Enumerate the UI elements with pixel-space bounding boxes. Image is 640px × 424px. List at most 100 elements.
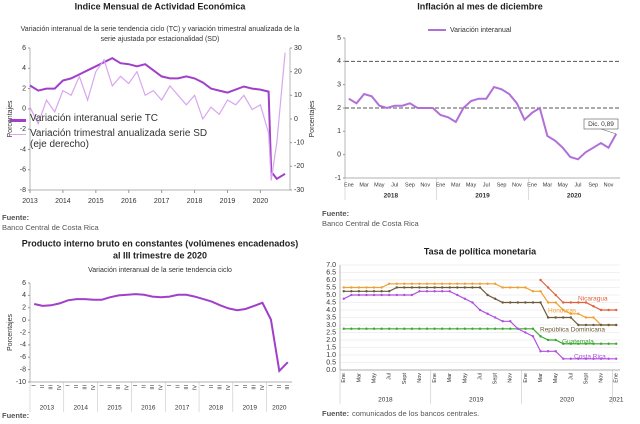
legend-label: Variación interanual (450, 27, 512, 34)
x-tick-label: Sept (493, 373, 499, 385)
point (554, 316, 557, 319)
y-tick-label: 1.0 (326, 352, 336, 359)
y-tick-label: 2 (22, 305, 26, 312)
point (440, 286, 444, 289)
x-group-label: 2019 (475, 193, 490, 200)
point (440, 290, 444, 293)
point (471, 282, 474, 285)
point (410, 282, 414, 285)
point (478, 282, 482, 285)
y2-tick-label: 10 (294, 92, 302, 99)
point (350, 293, 353, 297)
x-tick-label: May (462, 373, 468, 384)
point (387, 327, 391, 330)
source-label: Fuente: (322, 209, 349, 218)
point (425, 282, 429, 285)
x-tick-label: IV (192, 385, 198, 391)
x-tick-label: Mar (359, 182, 369, 188)
point (357, 293, 361, 297)
x-tick-label: May (372, 373, 378, 384)
x-tick-label: II (108, 385, 114, 389)
point (418, 290, 421, 293)
point (546, 350, 550, 353)
x-group-label: 2020 (560, 397, 575, 404)
x-tick-label: Mar (538, 373, 544, 383)
x-tick-label: Mar (543, 182, 553, 188)
point (342, 327, 345, 330)
series-line (343, 283, 617, 326)
y-tick-label: -10 (16, 379, 26, 386)
point (387, 293, 391, 297)
point (531, 335, 535, 338)
x-tick-label: 2020 (253, 198, 269, 205)
x-tick-label: IV (91, 385, 97, 391)
x-tick-label: May (553, 373, 559, 384)
x-tick-label: IV (260, 385, 266, 391)
x-tick-label: May (558, 182, 569, 188)
y-tick-label: -4 (20, 146, 26, 153)
x-group-label: 2015 (107, 405, 122, 412)
x-tick-label: IV (158, 385, 164, 391)
point (425, 286, 429, 289)
x-tick-label: Ene (344, 182, 354, 188)
point (584, 342, 588, 345)
x-tick-label: 2014 (55, 198, 71, 205)
point (539, 301, 542, 304)
point (546, 338, 550, 342)
legend-key (10, 134, 26, 135)
point (562, 301, 565, 304)
point (486, 282, 489, 285)
point (387, 290, 391, 293)
y-tick-label: 0 (22, 317, 26, 324)
x-tick-label: Sep (588, 182, 598, 188)
point (599, 323, 603, 327)
x-tick-label: III (184, 385, 190, 390)
point (562, 342, 565, 345)
y-tick-label: 0.0 (326, 367, 336, 374)
x-group-label: 2014 (73, 405, 88, 412)
y-tick-label: 5.0 (326, 292, 336, 299)
x-tick-label: Ene (527, 182, 537, 188)
y-axis-label: Porcentajes (7, 100, 14, 137)
point (357, 286, 361, 289)
y2-tick-label: 0 (294, 116, 298, 123)
point (350, 327, 353, 330)
point (592, 323, 595, 327)
point (615, 342, 618, 345)
point (584, 316, 588, 319)
point (539, 335, 542, 338)
x-tick-label: Jul (477, 373, 483, 380)
point (592, 305, 595, 308)
point (372, 290, 376, 293)
point (577, 357, 580, 360)
x-tick-label: Ene (614, 373, 620, 383)
y-tick-label: 0.5 (326, 359, 336, 366)
x-tick-label: Jul (568, 373, 574, 380)
point (456, 293, 459, 297)
point (342, 297, 345, 300)
legend-entry: Variación interanual serie TC (10, 113, 210, 124)
chart-subtitle: Variación interanual de la serie tendenc… (21, 26, 300, 33)
x-tick-label: Jul (483, 182, 490, 188)
x-tick-label: IV (226, 385, 232, 391)
point (410, 327, 414, 330)
legend-entry: Variación trimestral anualizada serie SD… (10, 128, 210, 150)
point (516, 327, 520, 330)
x-tick-label: I (268, 385, 274, 387)
point (577, 342, 580, 345)
chart-subtitle: serie ajustada por estacionalidad (SD) (101, 36, 220, 43)
x-tick-label: Nov (599, 373, 605, 383)
point (478, 286, 482, 289)
x-tick-label: May (466, 182, 477, 188)
point (387, 282, 391, 285)
point (418, 282, 421, 285)
y-tick-label: 3.0 (326, 322, 336, 329)
point (486, 327, 489, 330)
x-tick-label: III (49, 385, 55, 390)
point (516, 301, 520, 304)
point (516, 286, 520, 289)
point (365, 293, 368, 297)
chart-subtitle: Variación interanual de la serie tendenc… (88, 267, 232, 274)
series-line (33, 293, 289, 374)
point (463, 327, 467, 330)
